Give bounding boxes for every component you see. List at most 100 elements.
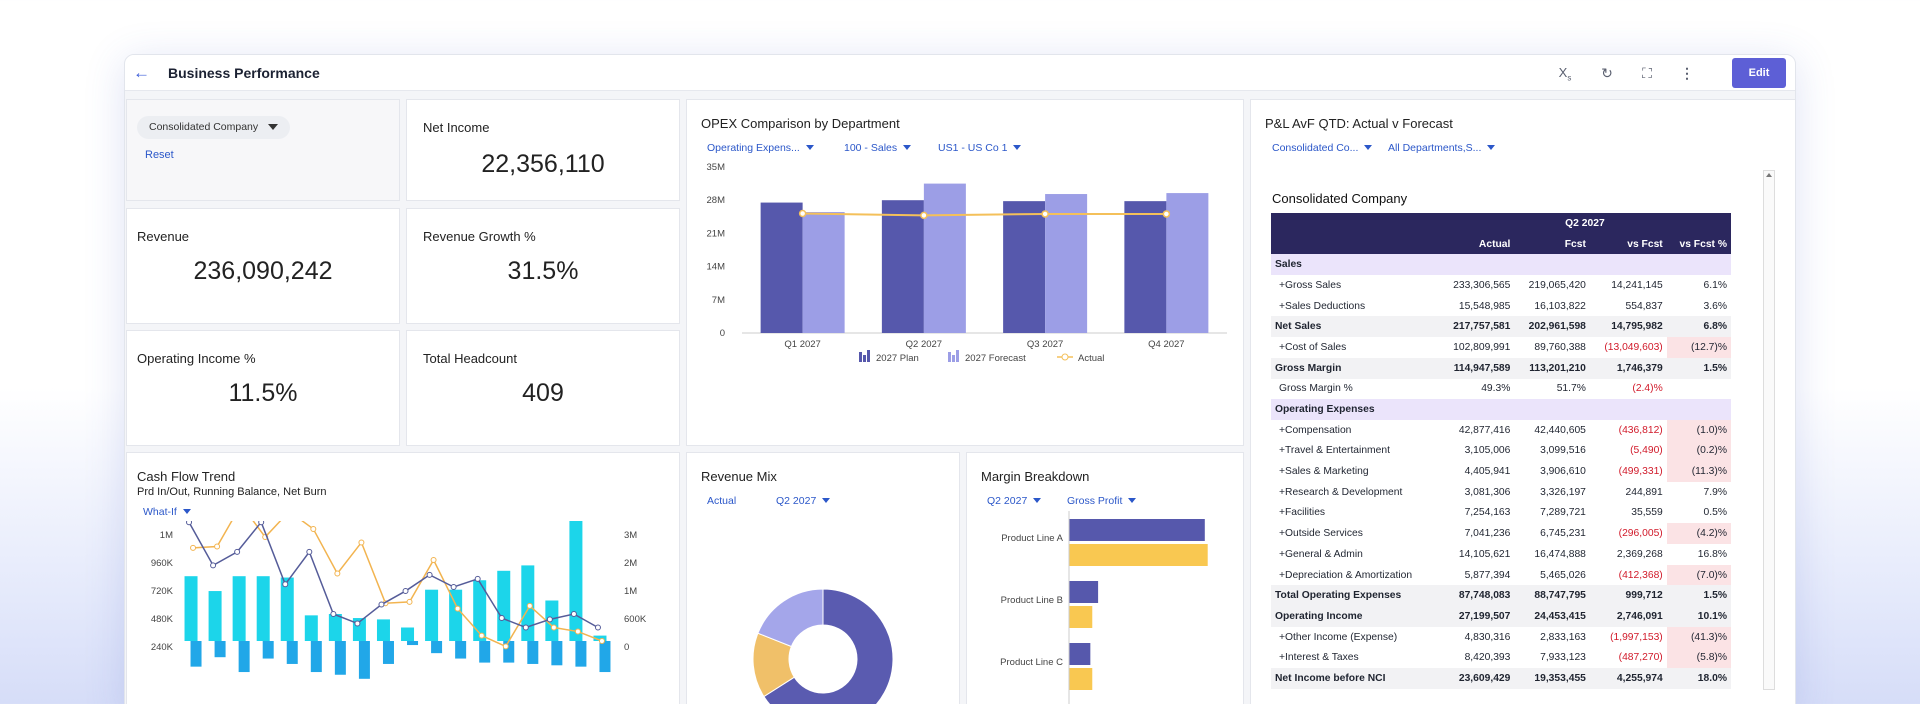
pl-filter-company[interactable]: Consolidated Co... [1272, 142, 1373, 154]
cashflow-in-bar [473, 580, 487, 641]
cashflow-filter-scenario[interactable]: What-If [143, 506, 191, 518]
cashflow-in-bar [521, 565, 535, 641]
pl-header-blank [1271, 213, 1439, 234]
margin-filter-period[interactable]: Q2 2027 [987, 495, 1042, 507]
cashflow-in-bar [208, 591, 222, 641]
pl-cell: 15,548,985 [1458, 300, 1511, 312]
opex-filter-account[interactable]: Operating Expens... [707, 142, 814, 154]
margin-filter-metric[interactable]: Gross Profit [1067, 495, 1137, 507]
pl-row-label: +Sales & Marketing [1279, 466, 1369, 478]
pl-row: +General & Admin 14,105,621 16,474,888 2,36… [1271, 544, 1731, 565]
pl-cell: 16,474,888 [1534, 548, 1586, 560]
legend-swatch [859, 352, 862, 362]
net-burn-point [454, 605, 461, 612]
cashflow-in-bar [593, 635, 607, 641]
scroll-up-icon[interactable] [1766, 173, 1772, 177]
caret-down-icon [1128, 498, 1137, 503]
cashflow-in-bar [376, 619, 390, 641]
refresh-icon[interactable]: ↻ [1601, 65, 1613, 81]
kpi-revenue: Revenue 236,090,242 [126, 208, 400, 324]
x-tick-label: Q1 2027 [784, 339, 820, 350]
bar-forecast [1166, 193, 1209, 333]
kpi-value: 236,090,242 [193, 257, 333, 285]
dropdown-label: US1 - US Co 1 [938, 142, 1008, 154]
margin-card: Margin Breakdown Q2 2027 Gross Profit Pr… [966, 452, 1244, 704]
cashflow-out-bar [575, 641, 587, 667]
opex-filter-entity[interactable]: US1 - US Co 1 [938, 142, 1022, 154]
cashflow-out-bar [431, 641, 443, 654]
x-tick-label: Q4 2027 [1148, 339, 1184, 350]
more-options-icon[interactable]: ⋮ [1680, 65, 1694, 81]
margin-bar-series-2 [1069, 544, 1208, 566]
edit-button[interactable]: Edit [1732, 58, 1786, 88]
cashflow-in-bar [256, 576, 270, 641]
pl-table: Q2 2027 Actual Fcst vs Fcst vs Fcst % Sales +G… [1271, 213, 1731, 689]
pl-scrollbar[interactable] [1763, 170, 1775, 690]
variable-icon[interactable]: Xs [1558, 65, 1572, 83]
caret-down-icon [1033, 498, 1042, 503]
pl-row-label: +Other Income (Expense) [1279, 631, 1398, 643]
donut-slice [763, 588, 894, 704]
pl-cell [1514, 399, 1590, 420]
margin-bar-series-1 [1069, 519, 1205, 541]
y-tick-label: 14M [707, 262, 726, 273]
pl-row: Total Operating Expenses 87,748,083 88,747… [1271, 585, 1731, 607]
pl-row-label: Operating Income [1271, 606, 1439, 627]
kpi-label: Revenue [137, 229, 190, 244]
pl-cell [1589, 399, 1667, 420]
revmix-filter-period[interactable]: Q2 2027 [776, 495, 831, 507]
pl-row: Operating Income 27,199,507 24,453,415 2,74… [1271, 606, 1731, 627]
pl-row: Actual Fcst vs Fcst vs Fcst % [1271, 233, 1731, 255]
margin-bar-series-2 [1069, 668, 1093, 690]
running-balance-point [546, 616, 553, 623]
cashflow-out-bar [407, 641, 419, 646]
cashflow-out-bar [214, 641, 226, 658]
opex-chart: 35M 28M 21M 14M 7M 0 Q1 2027 Q2 2027 Q3 2027 Q4 2… [707, 162, 1227, 364]
pl-cell: (41.3)% [1666, 626, 1731, 648]
running-balance-point [354, 620, 361, 627]
pl-cell: 244,891 [1625, 486, 1663, 498]
caret-down-icon [805, 145, 814, 150]
pl-cell: 5,877,394 [1464, 569, 1511, 581]
pl-cell: (11.3)% [1666, 461, 1731, 482]
pl-row-label: +Interest & Taxes [1279, 652, 1359, 664]
bar-plan [881, 200, 924, 333]
margin-title: Margin Breakdown [981, 469, 1090, 484]
y-tick-label-right: 600K [624, 614, 647, 625]
revmix-filter-scenario[interactable]: Actual [707, 495, 736, 507]
y-tick-label-left: 1M [160, 530, 173, 541]
y-tick-label: 28M [707, 195, 726, 206]
legend-swatch [948, 352, 951, 362]
cashflow-chart: 1M 960K 720K 480K 240K 3M 2M 1M 600K 0 [151, 521, 647, 679]
pl-row-label: +Compensation [1279, 424, 1352, 436]
opex-filter-department[interactable]: 100 - Sales [844, 142, 912, 154]
cashflow-out-bar [310, 641, 322, 673]
pl-cell: 18.0% [1666, 668, 1731, 689]
fullscreen-icon[interactable]: ⛶ [1642, 65, 1652, 81]
kpi-value: 31.5% [507, 257, 579, 285]
pl-row: +Facilities 7,254,163 7,289,721 35,559 0.5% [1271, 503, 1731, 524]
pl-cell: 202,961,598 [1514, 316, 1590, 338]
bar-plan [760, 202, 803, 333]
pl-filter-departments[interactable]: All Departments,S... [1388, 142, 1496, 154]
actual-line [802, 212, 1167, 217]
running-balance-point [498, 615, 505, 622]
y-tick-label-right: 2M [624, 558, 637, 569]
cashflow-card: Cash Flow Trend Prd In/Out, Running Bala… [126, 452, 680, 704]
kpi-label: Net Income [423, 120, 490, 135]
net-burn-point [478, 632, 485, 639]
pl-row: +Gross Sales 233,306,565 219,065,420 14,241… [1271, 275, 1731, 296]
back-arrow-icon[interactable]: ← [133, 63, 150, 82]
caret-down-icon [1013, 145, 1022, 150]
pl-row: Q2 2027 [1271, 213, 1731, 234]
pl-row: Gross Margin % 49.3% 51.7% (2.4)% [1271, 379, 1731, 400]
pl-column-header: Actual [1438, 233, 1515, 255]
pl-cell: 10.1% [1666, 606, 1731, 627]
cashflow-out-bar [238, 641, 250, 673]
actual-point [798, 209, 807, 218]
running-balance-point [570, 611, 577, 617]
cashflow-out-bar [262, 641, 274, 659]
reset-link[interactable]: Reset [145, 149, 174, 161]
cashflow-subtitle: Prd In/Out, Running Balance, Net Burn [137, 486, 327, 498]
company-filter-dropdown[interactable]: Consolidated Company [137, 116, 291, 139]
